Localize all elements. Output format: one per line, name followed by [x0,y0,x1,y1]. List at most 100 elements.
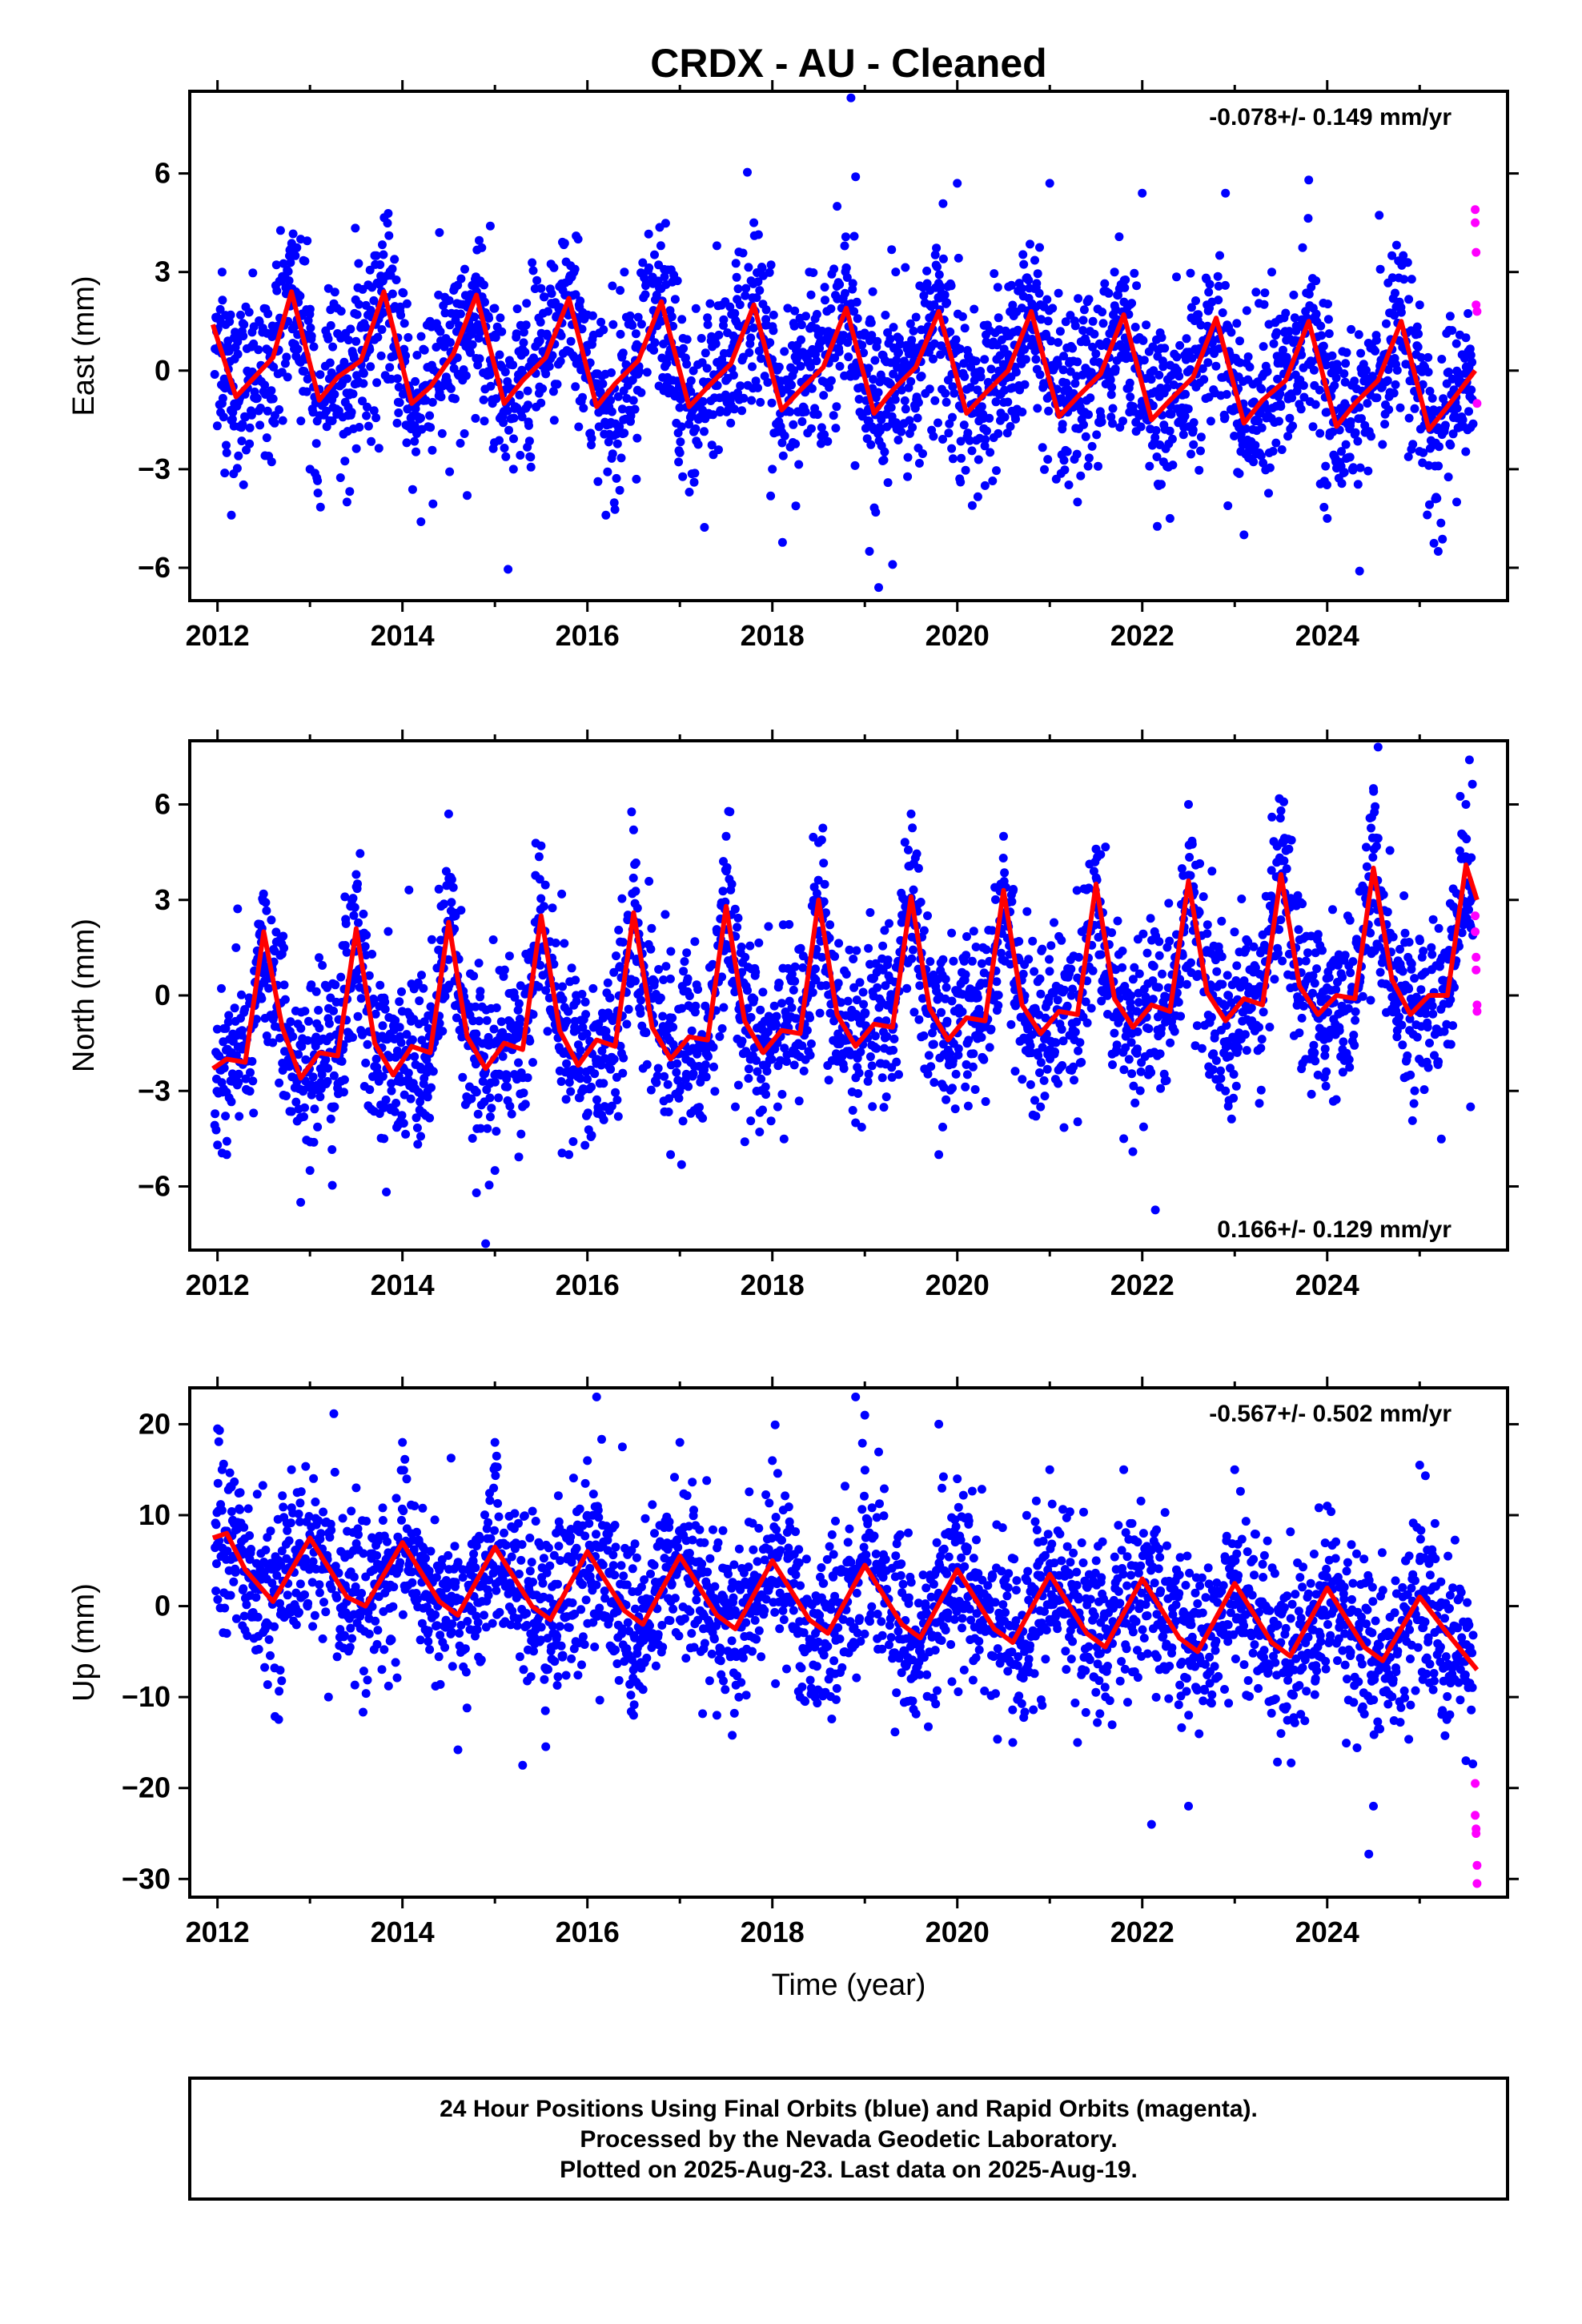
final-point [1074,1046,1083,1055]
final-point [805,1051,815,1060]
final-point [948,382,958,392]
final-point [1000,412,1010,422]
final-point [653,1063,663,1073]
final-point [1006,280,1016,290]
final-point [620,267,629,277]
final-point [744,1074,753,1084]
final-point [232,464,242,473]
final-point [1144,1024,1154,1033]
final-point [684,1082,693,1092]
final-point [746,1116,756,1126]
final-point [923,911,932,920]
final-point [652,290,661,300]
final-point [817,423,826,432]
final-point [1423,368,1433,377]
final-point [494,1093,504,1103]
final-point [508,360,518,370]
final-point [500,368,510,376]
final-point [1033,404,1042,413]
final-point [812,356,821,366]
final-point [351,223,360,233]
final-point [839,331,849,340]
final-point [914,459,924,468]
final-point [1112,1040,1122,1050]
final-point [854,1068,864,1078]
final-point [427,1083,436,1092]
final-point [396,302,405,312]
final-point [327,416,337,425]
final-point [903,472,913,481]
final-point [543,1027,552,1036]
final-point [360,942,370,951]
final-point [950,388,959,398]
final-point [580,1140,590,1150]
final-point [955,344,965,354]
final-point [1391,240,1401,250]
final-point [302,387,311,396]
final-point [404,332,413,342]
final-point [611,1088,620,1097]
final-point [653,276,663,286]
final-point [791,439,801,448]
final-point [561,1095,571,1104]
final-point [961,970,970,979]
final-point [834,347,844,356]
final-point [1308,422,1318,432]
final-point [1408,440,1418,449]
final-point [1053,360,1062,368]
final-point [322,406,331,416]
final-point [879,1103,889,1112]
final-point [477,243,487,252]
final-point [1135,1086,1145,1096]
final-point [1110,1028,1119,1038]
final-point [1155,1049,1165,1059]
final-point [889,369,898,379]
final-point [1098,319,1108,328]
final-point [805,267,814,277]
final-point [1035,1068,1044,1077]
final-point [930,1078,939,1088]
final-point [959,420,969,430]
final-point [647,923,656,933]
final-point [811,964,820,974]
final-point [1043,316,1053,326]
final-point [753,383,762,392]
final-point [948,1084,957,1093]
final-point [753,230,763,239]
final-point [762,1067,772,1076]
final-point [520,348,530,357]
final-point [991,397,1001,407]
final-point [719,1003,729,1012]
final-point [936,282,946,292]
final-point [488,935,498,944]
final-point [1154,983,1163,992]
final-point [300,1007,310,1016]
final-point [1375,211,1384,220]
final-point [1142,320,1151,330]
final-point [833,202,842,211]
final-point [519,338,528,348]
final-point [1395,403,1405,412]
final-point [1043,455,1053,464]
final-point [631,976,640,986]
final-point [254,345,263,355]
final-point [1438,534,1447,544]
final-point [362,411,371,420]
final-point [660,272,669,282]
y-tick-label: −6 [138,551,171,584]
final-point [1288,421,1298,431]
final-point [1057,1024,1066,1034]
final-point [330,287,339,297]
final-point [854,395,864,404]
final-point [678,472,688,481]
final-point [257,994,267,1003]
final-point [1070,379,1080,388]
final-point [1339,468,1349,477]
final-point [1391,288,1399,298]
final-point [864,364,873,373]
final-point [636,995,645,1005]
final-point [1268,447,1278,456]
final-point [1383,376,1392,385]
final-point [765,267,774,277]
final-point [215,304,225,314]
